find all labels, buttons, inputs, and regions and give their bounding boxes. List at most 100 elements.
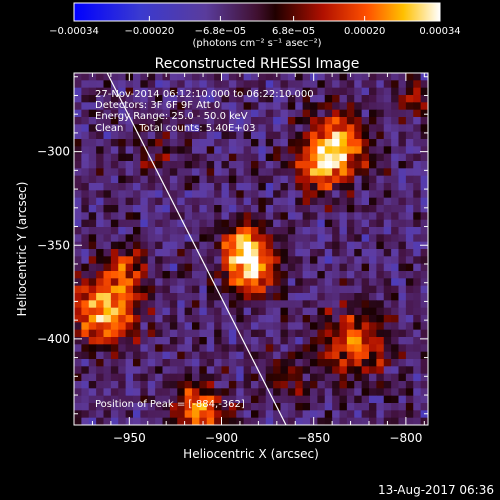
heatmap-cell [398,307,407,316]
heatmap-cell [339,366,348,375]
heatmap-cell [369,329,377,338]
heatmap-cell [332,249,341,257]
heatmap-cell [228,139,237,147]
heatmap-cell [169,102,178,111]
heatmap-cell [118,285,127,294]
heatmap-cell [236,124,245,133]
heatmap-cell [228,124,237,133]
heatmap-cell [214,366,223,375]
heatmap-cell [110,124,119,133]
heatmap-cell [413,139,422,147]
heatmap-cell [295,256,304,265]
heatmap-cell [74,183,82,191]
heatmap-cell [324,80,333,89]
heatmap-cell [236,249,245,257]
heatmap-cell [295,285,304,294]
heatmap-cell [177,190,186,199]
heatmap-cell [118,307,127,316]
heatmap-cell [103,271,112,279]
heatmap-cell [228,278,237,287]
heatmap-cell [339,227,348,235]
heatmap-cell [405,315,414,323]
heatmap-cell [383,175,392,184]
heatmap-cell [346,322,355,331]
heatmap-cell [88,212,97,221]
heatmap-cell [332,161,341,169]
heatmap-cell [243,95,252,103]
heatmap-cell [206,249,215,257]
heatmap-cell [332,329,341,338]
heatmap-cell [361,102,370,111]
heatmap-cell [265,381,274,389]
heatmap-cell [280,315,289,323]
heatmap-cell [369,87,377,96]
heatmap-cell [398,124,407,133]
heatmap-cell [346,395,355,404]
heatmap-cell [354,403,363,411]
heatmap-cell [354,87,363,96]
heatmap-cell [206,234,215,243]
heatmap-cell [302,307,311,316]
heatmap-cell [162,139,171,147]
heatmap-cell [273,315,282,323]
heatmap-cell [420,205,428,213]
heatmap-cell [118,227,127,235]
heatmap-cell [420,293,428,301]
heatmap-cell [302,344,311,353]
heatmap-cell [391,403,400,411]
heatmap-cell [214,249,223,257]
heatmap-cell [354,322,363,331]
heatmap-cell [74,109,82,118]
heatmap-cell [287,337,296,345]
heatmap-cell [221,161,230,169]
heatmap-cell [354,263,363,272]
heatmap-cell [125,190,134,199]
heatmap-cell [206,139,215,147]
heatmap-cell [88,146,97,155]
heatmap-cell [398,117,407,125]
heatmap-cell [221,131,230,140]
heatmap-cell [147,351,156,360]
heatmap-cell [133,322,141,331]
heatmap-cell [398,285,407,294]
heatmap-cell [236,175,245,184]
heatmap-cell [103,131,112,140]
heatmap-cell [192,234,200,243]
heatmap-cell [214,117,223,125]
heatmap-cell [339,175,348,184]
heatmap-cell [361,117,370,125]
heatmap-cell [214,285,223,294]
heatmap-cell [398,168,407,177]
heatmap-cell [184,153,193,162]
heatmap-cell [206,227,215,235]
heatmap-cell [405,417,414,425]
heatmap-cell [310,153,318,162]
heatmap-cell [140,322,149,331]
heatmap-cell [192,263,200,272]
heatmap-cell [236,307,245,316]
heatmap-cell [317,205,326,213]
heatmap-cell [192,190,200,199]
heatmap-cell [169,322,178,331]
heatmap-cell [354,344,363,353]
heatmap-cell [295,153,304,162]
heatmap-cell [376,131,385,140]
heatmap-cell [199,403,208,411]
heatmap-cell [405,403,414,411]
heatmap-cell [221,102,230,111]
heatmap-cell [184,87,193,96]
heatmap-cell [317,366,326,375]
heatmap-cell [398,403,407,411]
heatmap-cell [361,307,370,316]
heatmap-cell [376,263,385,272]
heatmap-cell [302,175,311,184]
heatmap-cell [280,263,289,272]
heatmap-cell [332,388,341,397]
heatmap-cell [324,322,333,331]
heatmap-cell [354,249,363,257]
heatmap-cell [103,168,112,177]
heatmap-cell [118,87,127,96]
heatmap-cell [317,161,326,169]
heatmap-cell [420,359,428,367]
heatmap-cell [383,337,392,345]
